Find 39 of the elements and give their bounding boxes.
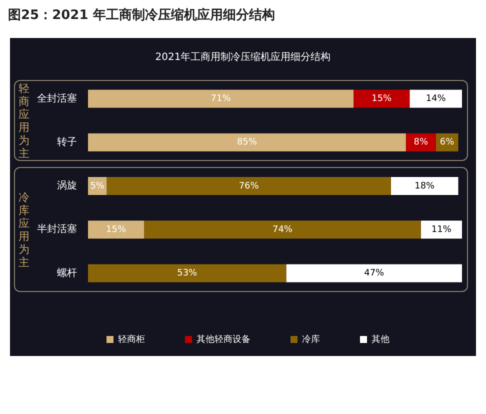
data-label: 15% bbox=[106, 224, 126, 235]
data-label: 71% bbox=[210, 94, 232, 104]
data-label: 85% bbox=[236, 138, 258, 148]
data-label: 14% bbox=[426, 94, 446, 104]
bar bbox=[144, 220, 421, 239]
bar bbox=[88, 90, 354, 108]
data-label: 8% bbox=[414, 138, 428, 148]
chart-subtitle: 2021年工商用制冷压缩机应用细分结构 bbox=[154, 50, 332, 64]
y-tick-label: 全封活塞 bbox=[37, 92, 77, 104]
data-label: 76% bbox=[238, 181, 260, 192]
legend-label: 其他 bbox=[372, 334, 390, 345]
bar bbox=[420, 220, 462, 239]
data-label: 15% bbox=[372, 94, 392, 104]
bar bbox=[286, 264, 462, 282]
legend-label: 冷库 bbox=[302, 334, 320, 345]
data-label: 47% bbox=[364, 268, 385, 279]
data-label: 6% bbox=[440, 138, 455, 148]
bar bbox=[390, 177, 458, 195]
bar bbox=[106, 177, 391, 195]
bar bbox=[88, 133, 406, 152]
data-label: 5% bbox=[90, 181, 105, 192]
bar bbox=[410, 90, 462, 108]
data-label: 18% bbox=[414, 181, 436, 192]
legend-label: 轻商柜 bbox=[118, 334, 145, 345]
data-label: 74% bbox=[272, 224, 293, 235]
chart-title: 图25：2021 年工商制冷压缩机应用细分结构 bbox=[8, 6, 275, 24]
y-tick-label: 转子 bbox=[57, 136, 77, 148]
bar bbox=[354, 90, 410, 108]
bar bbox=[88, 264, 286, 282]
bar bbox=[88, 220, 144, 239]
data-label: 11% bbox=[431, 224, 452, 235]
data-label: 53% bbox=[177, 268, 198, 279]
y-tick-label: 螺杆 bbox=[57, 266, 77, 279]
legend-label: 其他轻商设备 bbox=[196, 334, 250, 345]
y-tick-label: 半封活塞 bbox=[37, 223, 77, 236]
text: 冷库应用为主 bbox=[18, 190, 30, 269]
text: 轻商应用为主 bbox=[18, 82, 30, 160]
bar bbox=[406, 133, 436, 152]
y-tick-label: 涡旋 bbox=[57, 180, 77, 192]
